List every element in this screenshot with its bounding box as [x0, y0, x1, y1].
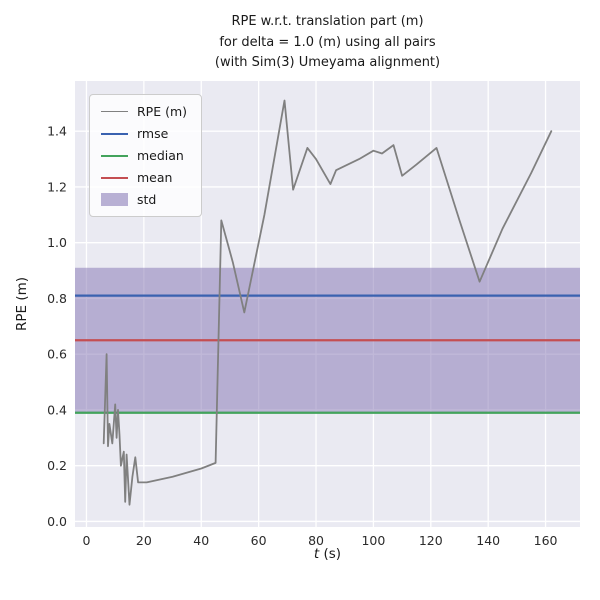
y-tick-label: 0.4	[47, 402, 67, 417]
legend-item-median: median	[101, 148, 187, 163]
legend: RPE (m) rmse median mean std	[89, 94, 203, 217]
y-tick-label: 1.4	[47, 124, 67, 139]
y-tick-label: 0.8	[47, 291, 67, 306]
legend-item-rpe-m-: RPE (m)	[101, 104, 187, 119]
chart-title: RPE w.r.t. translation part (m) for delt…	[75, 12, 580, 74]
legend-item-mean: mean	[101, 170, 187, 185]
x-tick-label: 160	[534, 533, 558, 548]
x-tick-label: 60	[251, 533, 267, 548]
legend-item-std: std	[101, 192, 187, 207]
chart-title-line1: RPE w.r.t. translation part (m)	[231, 14, 424, 29]
legend-patch-swatch	[101, 193, 128, 206]
x-tick-label: 0	[83, 533, 91, 548]
y-axis-label: RPE (m)	[14, 276, 30, 332]
legend-label: RPE (m)	[137, 104, 188, 119]
y-tick-label: 0.0	[47, 514, 67, 529]
x-axis-label-variable: t	[313, 546, 320, 562]
chart-title-line3: (with Sim(3) Umeyama alignment)	[214, 55, 441, 70]
x-tick-label: 100	[361, 533, 385, 548]
legend-line-swatch	[101, 111, 128, 112]
x-tick-label: 120	[419, 533, 443, 548]
legend-line-swatch	[101, 154, 128, 157]
y-tick-label: 0.6	[47, 347, 67, 362]
y-tick-label: 1.0	[47, 235, 67, 250]
x-tick-label: 140	[476, 533, 500, 548]
x-tick-label: 40	[193, 533, 209, 548]
legend-label: std	[137, 192, 157, 207]
legend-line-swatch	[101, 176, 128, 179]
y-tick-label: 0.2	[47, 458, 67, 473]
legend-label: median	[137, 148, 184, 163]
legend-label: mean	[137, 170, 173, 185]
x-axis-label-unit: (s)	[319, 546, 342, 562]
y-tick-label: 1.2	[47, 179, 67, 194]
x-axis-label: t (s)	[75, 546, 580, 562]
x-tick-label: 80	[308, 533, 324, 548]
x-tick-label: 20	[136, 533, 152, 548]
legend-line-swatch	[101, 132, 128, 135]
legend-item-rmse: rmse	[101, 126, 187, 141]
legend-label: rmse	[137, 126, 169, 141]
chart-title-line2: for delta = 1.0 (m) using all pairs	[219, 34, 436, 50]
rpe-line	[102, 99, 553, 506]
